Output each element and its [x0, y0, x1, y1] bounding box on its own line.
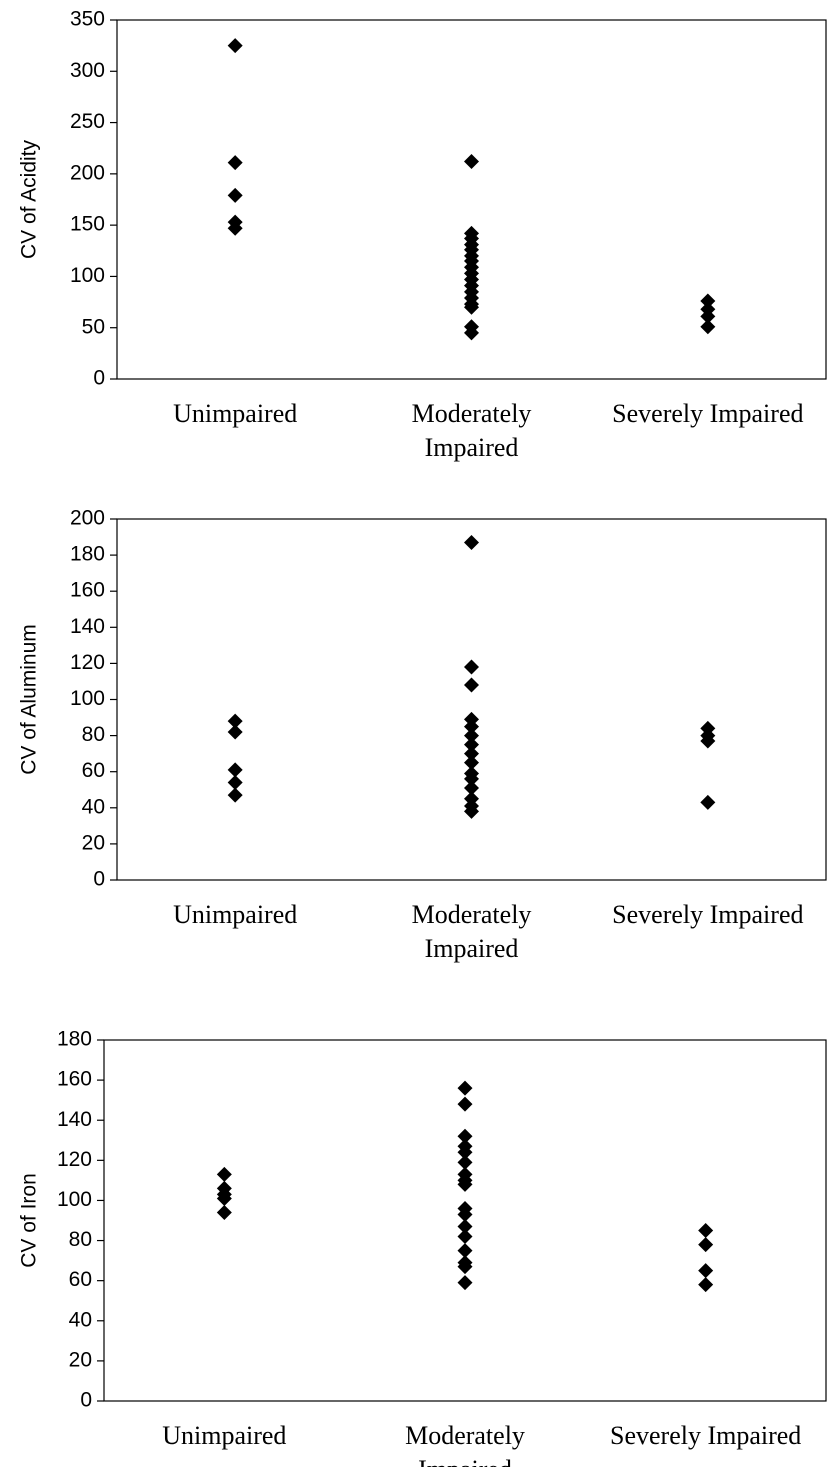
point — [457, 1154, 473, 1170]
point — [457, 1259, 473, 1275]
point — [700, 794, 716, 810]
point — [216, 1166, 232, 1182]
point — [700, 293, 716, 309]
point — [227, 713, 243, 729]
y-tick-label: 350 — [70, 8, 105, 31]
point — [464, 719, 479, 735]
point — [227, 724, 243, 740]
y-tick-label: 0 — [80, 1389, 92, 1412]
point — [464, 299, 479, 315]
x-tick-label: Moderately Impaired — [411, 900, 532, 963]
point — [700, 308, 716, 324]
y-tick-label: 40 — [69, 1308, 92, 1331]
point — [227, 38, 243, 54]
point — [698, 1263, 714, 1279]
y-tick-label: 50 — [82, 315, 105, 338]
x-tick-label: Unimpaired — [162, 1421, 287, 1450]
plot-frame — [116, 518, 827, 881]
y-tick-label: 0 — [93, 367, 105, 390]
point — [457, 1080, 473, 1096]
y-tick-label: 80 — [82, 723, 105, 746]
x-tick-label: Severely Impaired — [610, 1421, 802, 1450]
point — [464, 325, 479, 341]
x-tick-label: Severely Impaired — [612, 399, 804, 428]
plot-frame — [116, 19, 827, 380]
point — [227, 220, 243, 236]
point — [227, 155, 243, 171]
y-tick-label: 140 — [57, 1108, 92, 1131]
y-tick-label: 120 — [70, 651, 105, 674]
point — [457, 1096, 473, 1112]
y-tick-label: 60 — [69, 1268, 92, 1291]
point — [227, 187, 243, 203]
point — [216, 1190, 232, 1206]
y-tick-label: 180 — [57, 1028, 92, 1051]
point — [698, 1277, 714, 1293]
point — [227, 762, 243, 778]
y-tick-label: 180 — [70, 543, 105, 566]
y-axis-title: CV of Iron — [18, 1173, 41, 1268]
point — [457, 1144, 473, 1160]
y-tick-label: 150 — [70, 213, 105, 236]
y-axis-title: CV of Aluminum — [18, 624, 41, 775]
x-tick-label: Severely Impaired — [612, 900, 804, 929]
point — [464, 728, 479, 744]
y-tick-label: 80 — [69, 1228, 92, 1251]
y-tick-label: 160 — [57, 1068, 92, 1091]
y-tick-label: 0 — [93, 868, 105, 891]
y-tick-label: 60 — [82, 759, 105, 782]
point — [464, 771, 479, 787]
plot-frame — [103, 1039, 827, 1402]
point — [457, 1219, 473, 1235]
point — [464, 534, 479, 550]
point — [698, 1223, 714, 1239]
point — [227, 775, 243, 791]
point — [464, 154, 479, 170]
y-tick-label: 120 — [57, 1148, 92, 1171]
point — [457, 1275, 473, 1291]
point — [700, 319, 716, 335]
point — [457, 1243, 473, 1259]
x-tick-label: Unimpaired — [173, 900, 298, 929]
y-tick-label: 100 — [57, 1188, 92, 1211]
point — [457, 1229, 473, 1245]
y-tick-label: 20 — [82, 831, 105, 854]
x-tick-label: Unimpaired — [173, 399, 298, 428]
point — [457, 1206, 473, 1222]
point — [464, 803, 479, 819]
y-tick-label: 20 — [69, 1348, 92, 1371]
point — [457, 1176, 473, 1192]
point — [700, 733, 716, 749]
y-tick-label: 160 — [70, 579, 105, 602]
x-tick-label: Moderately Impaired — [411, 399, 532, 462]
y-axis-title: CV of Acidity — [18, 139, 41, 259]
point — [464, 746, 479, 762]
point — [457, 1128, 473, 1144]
y-tick-label: 40 — [82, 795, 105, 818]
y-tick-label: 200 — [70, 161, 105, 184]
point — [464, 737, 479, 753]
point — [227, 787, 243, 803]
point — [464, 677, 479, 693]
y-tick-label: 100 — [70, 687, 105, 710]
y-tick-label: 300 — [70, 59, 105, 82]
y-tick-label: 200 — [70, 507, 105, 530]
y-tick-label: 250 — [70, 110, 105, 133]
y-tick-label: 140 — [70, 615, 105, 638]
point — [464, 659, 479, 675]
x-tick-label: Moderately Impaired — [405, 1421, 525, 1467]
point — [464, 780, 479, 796]
point — [464, 755, 479, 771]
point — [698, 1237, 714, 1253]
point — [216, 1204, 232, 1220]
y-tick-label: 100 — [70, 264, 105, 287]
